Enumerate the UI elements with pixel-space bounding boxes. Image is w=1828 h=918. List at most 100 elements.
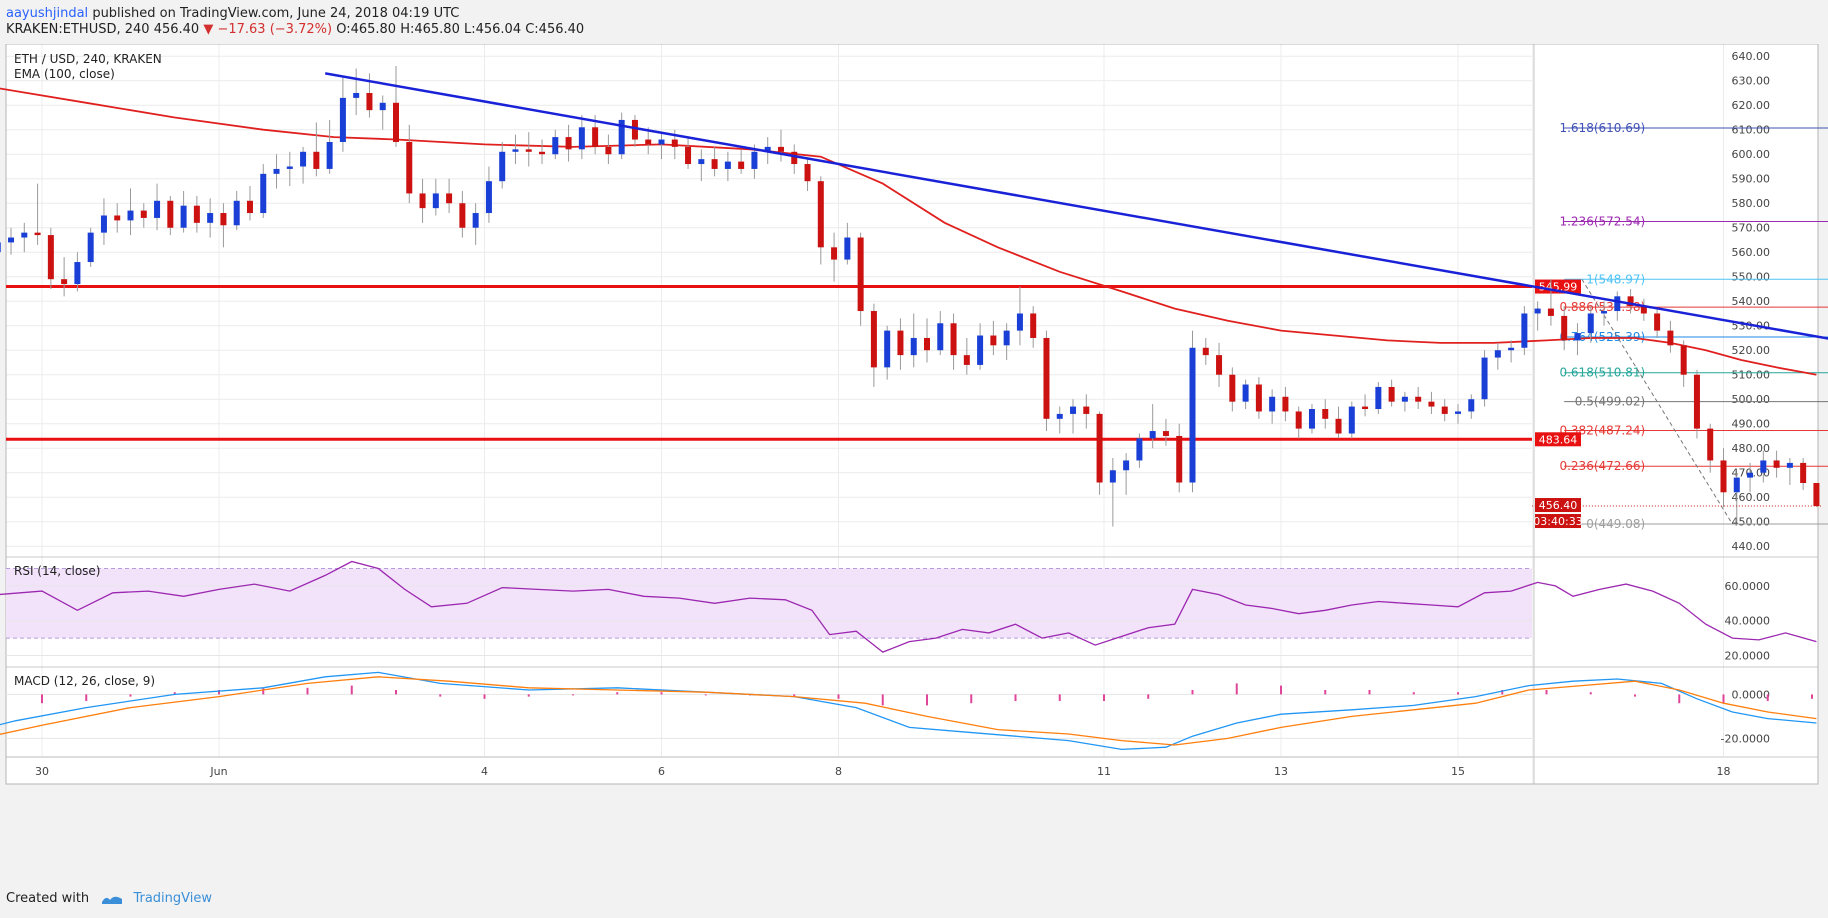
candle-body: [353, 92, 360, 98]
macd-histogram-bar: [218, 690, 220, 695]
candle: [406, 124, 413, 204]
candle-body: [950, 323, 957, 356]
candle-body: [34, 232, 41, 236]
macd-tick-label: -20.0000: [1721, 732, 1770, 745]
candle-body: [897, 330, 904, 356]
candle: [1335, 406, 1342, 439]
x-tick-label: 6: [658, 765, 665, 778]
candle: [1720, 448, 1727, 508]
candle-body: [592, 127, 599, 147]
tradingview-link[interactable]: TradingView: [133, 891, 212, 906]
candle: [1348, 401, 1355, 439]
candle: [1680, 340, 1687, 387]
tradingview-logo-icon[interactable]: [101, 893, 123, 905]
macd-histogram-bar: [660, 692, 663, 695]
macd-histogram-bar: [41, 694, 43, 704]
macd-histogram-bar: [1103, 694, 1105, 701]
candle-body: [937, 323, 944, 351]
candle: [1813, 482, 1820, 507]
candle-body: [645, 139, 652, 145]
candle-body: [711, 159, 718, 169]
candle: [419, 178, 426, 223]
fib-guide-line: [1581, 278, 1733, 525]
rsi-tick-label: 40.0000: [1725, 615, 1771, 628]
candle: [233, 190, 240, 231]
candle: [1733, 472, 1740, 522]
candle: [924, 318, 930, 363]
candle: [246, 186, 253, 221]
candle: [937, 311, 944, 356]
y-tick-label: 630.00: [1732, 75, 1771, 88]
ohlc-text: O:465.80 H:465.80 L:456.04 C:456.40: [336, 22, 585, 37]
chart-canvas[interactable]: 30Jun468111315182022252729Jul357440.0045…: [0, 44, 1828, 884]
candle-body: [273, 168, 280, 174]
candle: [472, 203, 479, 245]
candle: [1216, 342, 1223, 387]
macd-histogram-bar: [1191, 690, 1194, 695]
candle: [485, 166, 492, 223]
y-tick-label: 610.00: [1732, 124, 1771, 137]
x-tick-label: Jun: [209, 765, 227, 778]
candle-body: [1401, 396, 1408, 402]
candle: [1096, 411, 1103, 495]
candle-body: [618, 119, 625, 155]
candle-body: [1800, 462, 1807, 483]
candle: [1614, 291, 1621, 321]
candle: [539, 139, 546, 165]
candle-body: [1149, 431, 1156, 439]
candle-body: [1587, 313, 1594, 334]
candle: [339, 75, 346, 152]
last-price-text: 456.40: [153, 22, 200, 37]
candle-body: [419, 193, 426, 209]
candle-body: [140, 210, 147, 218]
macd-histogram-bar: [1766, 694, 1769, 701]
bearish-trendline: [324, 72, 1828, 340]
candle-body: [525, 149, 532, 152]
candle: [1521, 306, 1528, 356]
macd-signal-line: [0, 676, 1817, 746]
candle: [552, 129, 559, 160]
candle-body: [791, 151, 798, 165]
candle-body: [220, 213, 227, 226]
candle-body: [1627, 296, 1634, 307]
candle: [326, 119, 333, 174]
candle-body: [1308, 409, 1315, 429]
y-tick-label: 480.00: [1732, 442, 1771, 455]
candle-body: [1680, 345, 1687, 375]
candle-body: [1640, 306, 1647, 314]
x-tick-label: 30: [35, 765, 49, 778]
candle-body: [1136, 438, 1143, 461]
publish-header: aayushjindal published on TradingView.co…: [0, 0, 1828, 44]
candle: [1468, 394, 1475, 419]
candle-body: [631, 119, 638, 140]
time-axis-background: [6, 758, 1532, 784]
candle: [631, 115, 638, 147]
countdown-tag-label: 03:40:33: [1533, 515, 1582, 528]
candle-body: [1720, 460, 1727, 493]
candle: [167, 195, 174, 236]
candle-body: [884, 330, 891, 368]
candle-body: [685, 146, 692, 165]
y-tick-label: 580.00: [1732, 197, 1771, 210]
candle: [525, 132, 532, 167]
candle: [618, 112, 625, 160]
macd-histogram-bar: [262, 687, 265, 695]
candle: [1534, 301, 1541, 331]
candle-body: [485, 181, 492, 214]
candle-body: [1415, 396, 1422, 402]
price-axis-background: [1534, 44, 1818, 784]
level-price-tag-label: 483.64: [1539, 433, 1578, 446]
fib-level-label: 0(449.08): [1586, 517, 1645, 531]
candle-body: [578, 127, 585, 150]
candle-body: [246, 200, 253, 214]
rsi-label: RSI (14, close): [14, 564, 100, 578]
candle: [1189, 330, 1196, 493]
candle-body: [406, 141, 413, 194]
candle-body: [1773, 460, 1780, 468]
candle-body: [1667, 330, 1674, 346]
author-link[interactable]: aayushjindal: [6, 6, 89, 21]
fib-level-label: 0.5(499.02): [1575, 395, 1645, 409]
y-tick-label: 500.00: [1732, 393, 1771, 406]
candle: [1547, 279, 1554, 326]
candle: [1494, 342, 1501, 370]
